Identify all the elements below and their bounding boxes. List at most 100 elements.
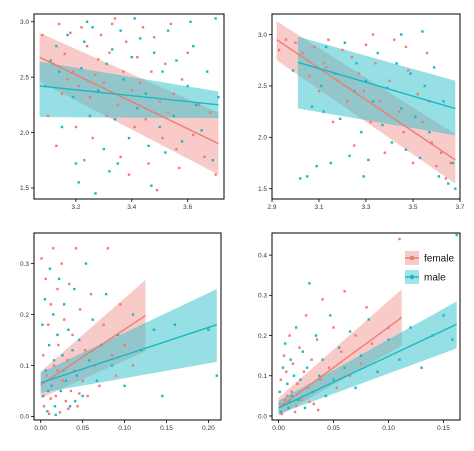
female-point: [169, 22, 173, 26]
female-regression-line: [40, 314, 146, 386]
male-point: [355, 62, 358, 65]
male-point: [41, 323, 44, 326]
male-confidence-band: [278, 301, 457, 414]
female-point: [64, 399, 68, 403]
female-point: [119, 155, 122, 159]
female-point: [161, 136, 164, 140]
male-point: [138, 37, 142, 40]
male-point: [428, 130, 431, 134]
female-point: [378, 100, 382, 103]
female-point: [102, 81, 106, 84]
female-point: [282, 354, 286, 357]
male-point: [83, 40, 86, 43]
male-point: [371, 100, 375, 103]
male-point: [376, 51, 379, 55]
female-point: [41, 33, 44, 37]
male-point: [420, 366, 423, 369]
male-regression-line: [40, 324, 218, 384]
male-point: [56, 333, 59, 337]
female-point: [316, 408, 320, 412]
male-point: [164, 151, 167, 154]
male-point: [94, 192, 97, 195]
male-point: [55, 44, 58, 48]
male-point: [152, 328, 156, 332]
male-point: [43, 298, 47, 301]
female-point: [291, 362, 295, 365]
male-point: [207, 328, 210, 332]
female-point: [304, 314, 308, 317]
male-point: [48, 267, 52, 270]
panel-border: [33, 232, 222, 421]
male-point: [381, 123, 384, 127]
female-point: [346, 100, 349, 103]
female-point: [365, 306, 368, 309]
male-confidence-band: [39, 61, 219, 119]
male-point: [329, 161, 332, 165]
female-point: [57, 343, 60, 347]
female-point: [214, 173, 217, 176]
female-point: [74, 247, 78, 250]
male-point: [131, 313, 135, 316]
female-point: [56, 369, 59, 372]
y-tick-label: 2.0: [20, 130, 29, 137]
female-point: [62, 318, 66, 321]
female-point: [68, 282, 71, 286]
female-point: [127, 173, 131, 176]
male-point: [454, 187, 457, 190]
y-tick-label: 0.3: [20, 261, 29, 268]
male-point: [288, 400, 291, 404]
male-point: [200, 129, 203, 132]
male-point: [172, 114, 175, 118]
female-point: [364, 43, 368, 47]
male-point: [279, 410, 282, 414]
y-tick-label: 1.5: [20, 185, 29, 192]
female-point: [294, 404, 298, 408]
female-point: [76, 405, 79, 408]
female-point: [353, 144, 356, 147]
male-point: [387, 338, 390, 341]
male-point: [88, 359, 91, 362]
male-point: [62, 303, 66, 306]
female-point: [307, 386, 310, 390]
female-point: [374, 62, 377, 65]
female-point: [175, 147, 178, 151]
male-point: [423, 84, 426, 88]
female-point: [141, 26, 145, 29]
male-point: [75, 374, 78, 377]
female-point: [440, 151, 443, 154]
male-point: [44, 369, 47, 372]
male-point: [390, 141, 394, 144]
male-point: [318, 374, 321, 377]
female-point: [111, 22, 114, 26]
female-point: [327, 38, 330, 41]
female-point: [203, 155, 206, 159]
female-point: [57, 22, 61, 26]
female-point: [397, 110, 401, 113]
female-point: [371, 33, 375, 36]
male-point: [297, 398, 300, 402]
female-point: [335, 386, 339, 390]
female-point: [404, 45, 408, 49]
female-point: [98, 384, 101, 388]
legend: female male: [405, 251, 454, 284]
female-point: [425, 51, 429, 55]
male-point: [409, 326, 412, 329]
male-point: [308, 282, 311, 285]
male-point: [421, 30, 424, 33]
female-point: [74, 125, 78, 129]
female-point: [280, 412, 284, 416]
female-point: [67, 407, 70, 410]
male-point: [111, 48, 114, 51]
female-point: [105, 114, 108, 118]
x-tick-label: 3.1: [314, 204, 323, 211]
male-point: [301, 350, 304, 353]
female-point: [158, 100, 161, 103]
male-point: [206, 70, 209, 73]
male-point: [310, 105, 314, 108]
female-point: [321, 298, 324, 301]
female-point: [78, 308, 82, 311]
y-tick-label: 0.4: [258, 252, 267, 259]
male-point: [291, 69, 295, 72]
female-point: [56, 287, 59, 291]
male-point: [343, 41, 347, 44]
